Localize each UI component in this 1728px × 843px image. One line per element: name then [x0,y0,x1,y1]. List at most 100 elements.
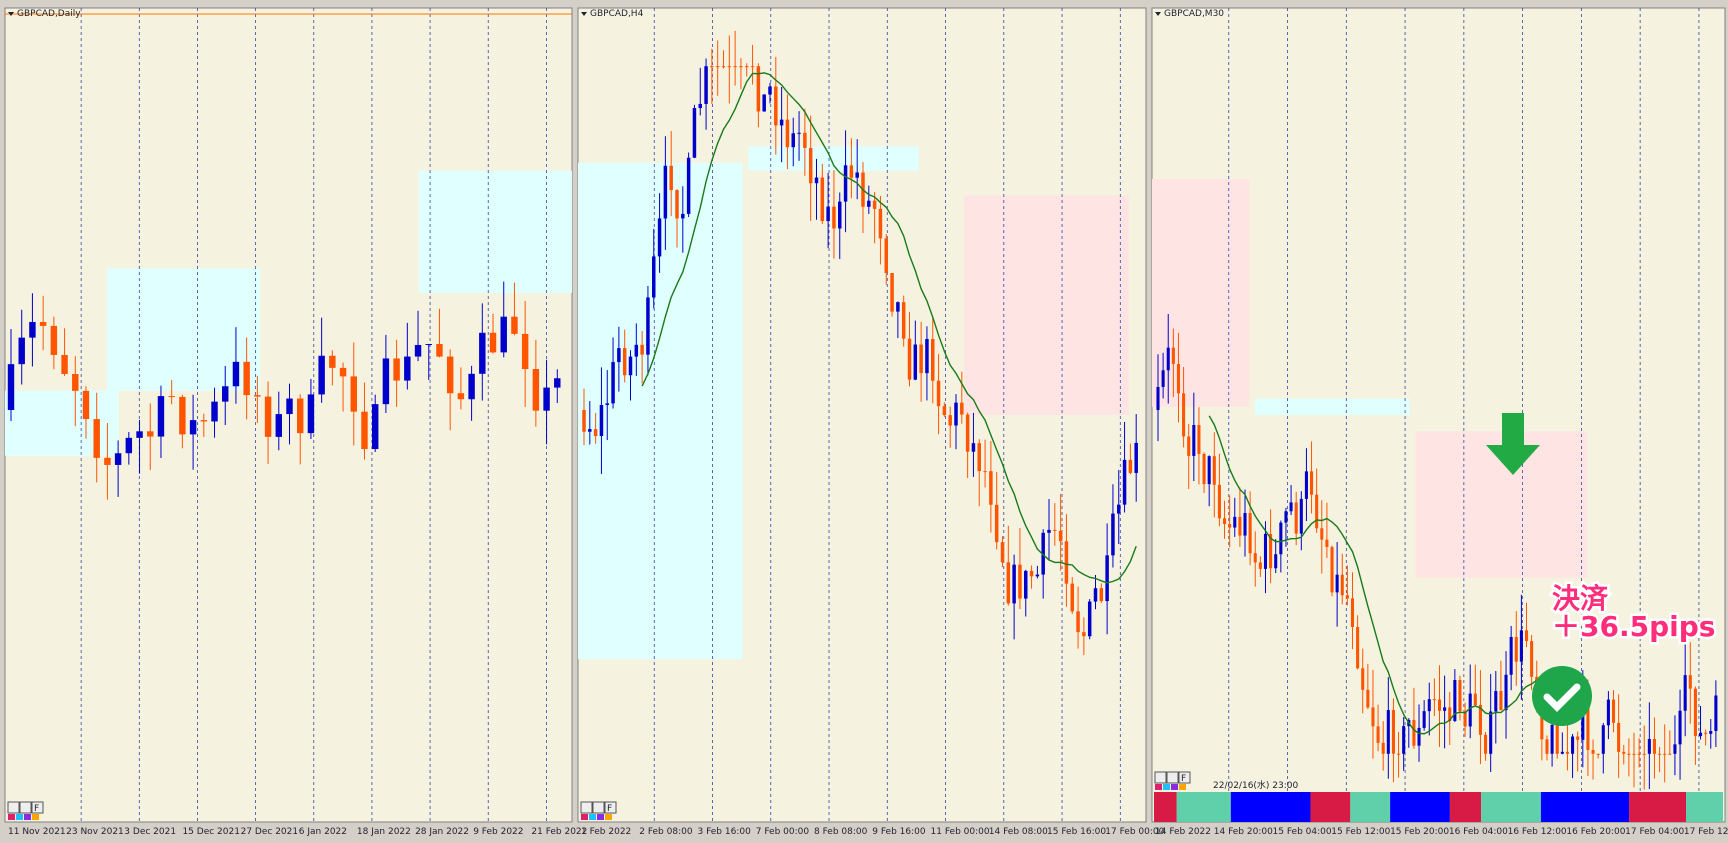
toolbar-button[interactable] [19,801,32,814]
signal-segment [1449,792,1482,822]
candle-body [1463,711,1467,727]
candle-body [1340,574,1344,596]
signal-segment [1310,792,1351,822]
candle-body [890,273,894,312]
candle-body [1499,691,1503,711]
signal-segment [1230,792,1311,822]
candle-body [1197,425,1201,454]
candle-body [72,374,79,391]
candle-body [157,396,165,437]
candle-body [232,361,240,387]
candle-body [136,431,143,438]
candle-body [1299,498,1303,534]
candle-body [727,66,732,68]
candle-body [750,66,755,68]
candle-body [1494,691,1498,712]
candle-body [436,344,443,357]
signal-segment [1390,792,1450,822]
candle-body [29,321,36,338]
toolbar-button[interactable] [580,801,593,814]
candle-body [1134,442,1138,473]
toolbar-button[interactable] [604,801,617,814]
candle-body [286,398,293,415]
candle-body [785,119,790,148]
candle-body [1330,546,1334,593]
toolbar-button[interactable] [1154,771,1167,784]
panel-title: GBPCAD,M30 [1164,9,1224,19]
candle-body [1315,494,1319,529]
toolbar-button[interactable] [592,801,605,814]
date-label: 28 Jan 2022 [415,827,469,837]
check-mark [1543,683,1581,712]
moving-average [641,72,1137,584]
candle-body [721,66,726,68]
date-label: 3 Feb 16:00 [698,827,752,837]
candle-body [838,201,842,229]
candle-body [1035,574,1040,577]
candle-body [994,504,999,543]
candle-body [733,66,737,68]
candle-body [1489,711,1493,754]
toolbar-button[interactable] [31,801,44,814]
candle-body [104,457,111,465]
color-swatch [1163,784,1170,790]
candle-body [489,332,497,353]
signal-segment [1481,792,1541,822]
candle-body [1627,753,1631,755]
candle-body [896,302,900,312]
candle-body [521,333,529,370]
candle-body [1228,524,1232,528]
candle-body [361,411,368,450]
candle-body [1238,516,1242,536]
candle-body [1632,753,1636,755]
candle-body [1304,471,1308,499]
candle-body [1156,386,1160,410]
zone [5,390,119,456]
date-label: 16 Feb 20:00 [1566,827,1625,837]
candle-body [1093,588,1098,602]
toolbar-button[interactable] [7,801,20,814]
candle-body [168,396,175,398]
candle-body [200,420,208,422]
moving-average [1208,415,1558,735]
candle-body [468,373,475,400]
candle-body [931,339,935,381]
candle-body [1586,704,1590,750]
candle-body [1233,516,1237,528]
check-icon [1532,666,1592,726]
candle-body [1668,753,1672,755]
color-swatch [581,814,588,820]
color-swatch [1155,784,1162,790]
candle-body [1422,711,1426,728]
candle-body [93,419,100,458]
candle-body [1663,753,1667,755]
candle-body [1698,732,1703,737]
candle-body [1047,529,1051,533]
toolbar-button[interactable] [1166,771,1179,784]
candle-body [404,356,411,381]
timestamp: 22/02/16(水) 23:00 [1213,779,1299,791]
candle-body [1087,601,1092,637]
candle-body [681,213,685,219]
date-label: 17 Feb 12:00 [1684,827,1728,837]
candle-body [1524,630,1529,642]
candle-body [39,321,47,326]
toolbar-button[interactable] [1178,771,1191,784]
candle-body [593,429,598,437]
candle-body [1099,588,1104,602]
candle-body [965,414,970,452]
candle-body [296,398,304,434]
candle-body [803,132,807,148]
annotation-pips: ＋36.5pips [1552,610,1715,643]
zone [964,195,1129,415]
candle-body [826,206,830,222]
candle-body [350,376,357,412]
candle-body [1514,636,1518,662]
candle-body [189,420,197,435]
date-label: 21 Feb 2022 [531,827,587,837]
candle-body [617,348,621,363]
candle-body [971,443,976,452]
candle-body [1571,736,1575,754]
date-label: 1 Feb 2022 [581,827,631,837]
candle-body [1105,555,1109,602]
